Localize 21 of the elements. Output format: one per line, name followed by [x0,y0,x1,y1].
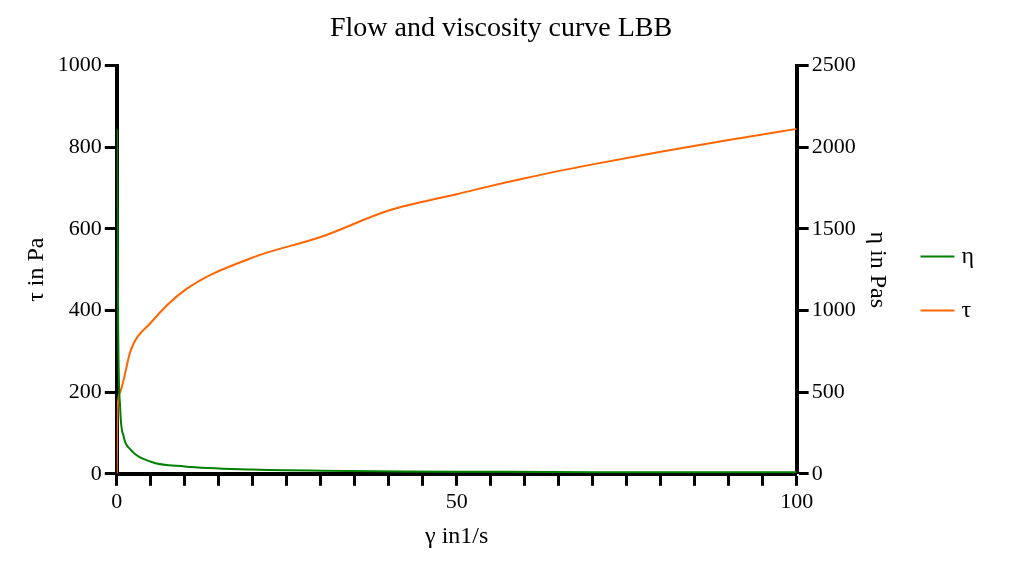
y-axis-title: τ in Pa [21,237,48,302]
y-tick-label: 200 [68,377,102,403]
chart-title: Flow and viscosity curve LBB [329,11,673,43]
y2-tick-label: 1000 [811,296,856,322]
y2-tick-label: 0 [811,459,823,485]
y2-tick-label: 500 [811,377,845,403]
y2-tick-label: 1500 [811,214,856,240]
y2-axis-title: η in Pas [865,231,892,308]
x-tick-label: 0 [111,487,123,513]
legend-label: η [961,241,975,268]
y-tick-label: 400 [68,296,102,322]
y-tick-label: 600 [68,214,102,240]
y-tick-label: 0 [90,459,102,485]
y-tick-label: 1000 [57,51,102,77]
x-tick-label: 50 [445,487,468,513]
legend-label: τ [961,295,972,322]
x-tick-label: 100 [780,487,814,513]
y2-tick-label: 2000 [811,133,856,159]
y2-tick-label: 2500 [811,51,856,77]
y-tick-label: 800 [68,133,102,159]
x-axis-title: γ in1/s [424,521,489,548]
